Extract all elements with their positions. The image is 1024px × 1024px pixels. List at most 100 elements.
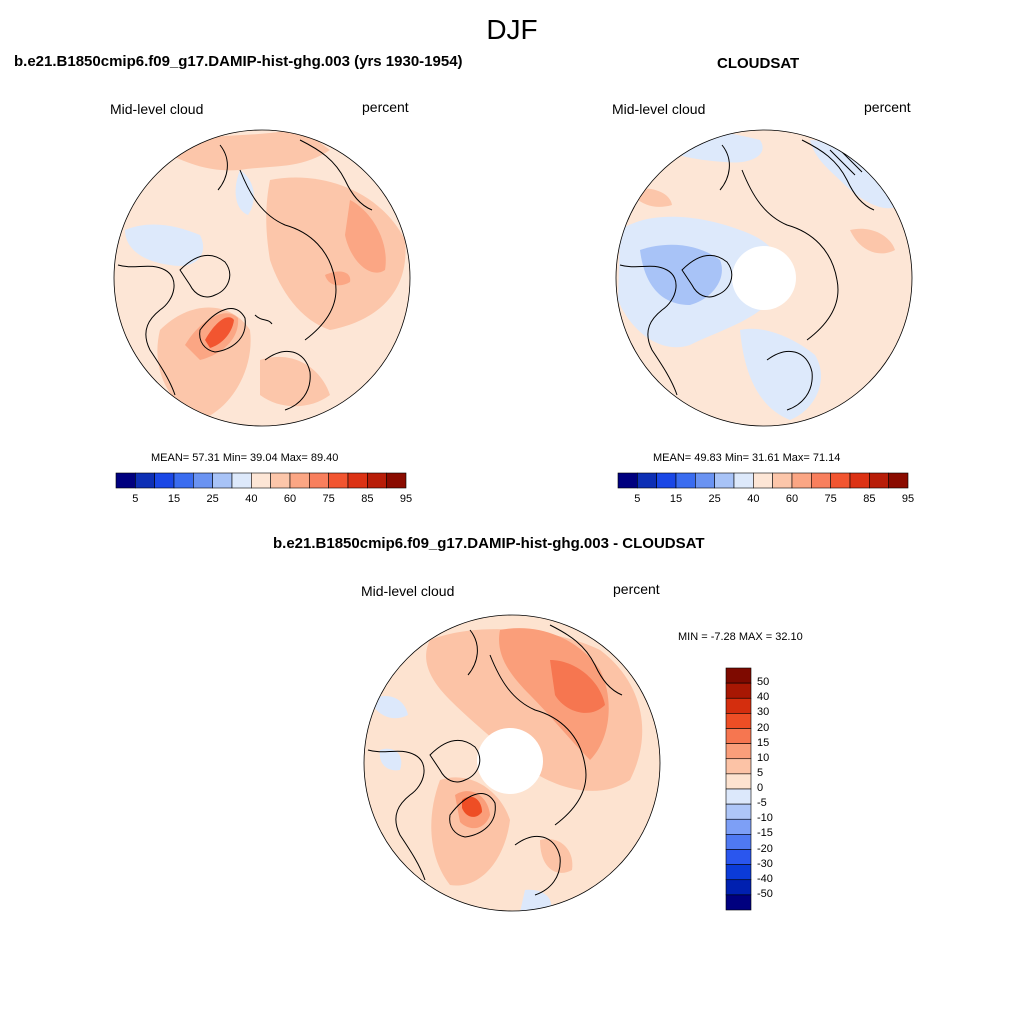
colorbar-tick-label: 20 bbox=[757, 721, 770, 734]
colorbar-swatch bbox=[725, 728, 752, 744]
colorbar-tick-label: 40 bbox=[747, 493, 760, 505]
colorbar-tick-label: 40 bbox=[757, 691, 770, 704]
colorbar-swatch bbox=[154, 472, 175, 489]
panel1-variable-label: Mid-level cloud bbox=[110, 101, 204, 117]
panel2-stats: MEAN= 49.83 Min= 31.61 Max= 71.14 bbox=[653, 452, 841, 464]
colorbar-swatch bbox=[173, 472, 194, 489]
colorbar-swatch bbox=[725, 879, 752, 896]
colorbar-tick-label: 85 bbox=[863, 493, 876, 505]
panel3-polar-gap bbox=[477, 728, 543, 794]
colorbar-swatch bbox=[309, 472, 329, 489]
colorbar-tick-label: 25 bbox=[206, 493, 219, 505]
colorbar-swatch bbox=[367, 472, 387, 489]
colorbar-swatch bbox=[714, 472, 735, 489]
colorbar-swatch bbox=[791, 472, 812, 489]
colorbar-swatch bbox=[811, 472, 831, 489]
colorbar-swatch bbox=[888, 472, 909, 489]
colorbar-swatch bbox=[135, 472, 155, 489]
panel1-title: b.e21.B1850cmip6.f09_g17.DAMIP-hist-ghg.… bbox=[14, 53, 463, 70]
colorbar-swatch bbox=[270, 472, 291, 489]
panel3-map-boundary bbox=[363, 614, 661, 912]
colorbar-tick-label: 60 bbox=[785, 493, 799, 505]
colorbar-tick-label: 75 bbox=[322, 493, 335, 505]
colorbar-tick-label: 5 bbox=[757, 766, 764, 779]
colorbar-swatch bbox=[347, 472, 368, 489]
panel3-coastlines bbox=[367, 624, 623, 896]
panel3-map bbox=[363, 614, 661, 912]
colorbar-tick-label: -40 bbox=[757, 872, 773, 885]
colorbar-swatch bbox=[725, 743, 752, 760]
colorbar-tick-label: 25 bbox=[708, 493, 721, 505]
colorbar-tick-label: 95 bbox=[901, 493, 915, 505]
colorbar-swatch bbox=[725, 758, 752, 775]
colorbar-swatch bbox=[251, 472, 271, 489]
colorbar-tick-label: 0 bbox=[757, 782, 764, 794]
panel2-units-label: percent bbox=[864, 99, 911, 115]
panel3-colorbar bbox=[725, 667, 752, 911]
panel1-coastlines bbox=[117, 139, 373, 411]
panel2-title: CLOUDSAT bbox=[717, 55, 800, 72]
panel1-stats: MEAN= 57.31 Min= 39.04 Max= 89.40 bbox=[151, 452, 339, 464]
panel1-map-boundary bbox=[113, 129, 411, 427]
colorbar-tick-label: 10 bbox=[757, 751, 770, 764]
panel3-min-max: MIN = -7.28 MAX = 32.10 bbox=[678, 631, 803, 643]
colorbar-swatch bbox=[725, 697, 752, 714]
colorbar-swatch bbox=[725, 818, 752, 835]
colorbar-swatch bbox=[695, 472, 715, 489]
colorbar-tick-label: 50 bbox=[757, 676, 770, 689]
colorbar-tick-label: -15 bbox=[757, 827, 773, 840]
colorbar-tick-label: -30 bbox=[757, 857, 773, 870]
colorbar-swatch bbox=[849, 472, 870, 489]
colorbar-tick-label: -50 bbox=[757, 887, 773, 900]
colorbar-swatch bbox=[656, 472, 677, 489]
panel2-variable-label: Mid-level cloud bbox=[612, 101, 706, 117]
colorbar-swatch bbox=[725, 788, 752, 805]
colorbar-swatch bbox=[231, 472, 252, 489]
colorbar-tick-label: 95 bbox=[399, 493, 413, 505]
panel1-map bbox=[113, 129, 411, 427]
colorbar-swatch bbox=[869, 472, 889, 489]
colorbar-swatch bbox=[725, 773, 752, 790]
panel1-units-label: percent bbox=[362, 99, 409, 115]
colorbar-swatch bbox=[725, 834, 752, 850]
colorbar-tick-label: 75 bbox=[824, 493, 837, 505]
panel2-polar-gap bbox=[732, 246, 796, 310]
colorbar-swatch bbox=[772, 472, 793, 489]
panel2-map-boundary bbox=[615, 129, 913, 427]
colorbar-tick-label: 15 bbox=[757, 736, 770, 749]
colorbar-swatch bbox=[725, 682, 752, 699]
colorbar-tick-label: 15 bbox=[669, 493, 683, 505]
colorbar-swatch bbox=[637, 472, 657, 489]
colorbar-tick-label: -10 bbox=[757, 812, 773, 825]
colorbar-swatch bbox=[289, 472, 310, 489]
colorbar-swatch bbox=[725, 667, 752, 684]
colorbar-swatch bbox=[725, 864, 752, 881]
colorbar-swatch bbox=[115, 472, 136, 489]
panel2-map bbox=[615, 129, 913, 427]
panel3-variable-label: Mid-level cloud bbox=[361, 583, 455, 599]
colorbar-tick-label: 40 bbox=[245, 493, 258, 505]
colorbar-tick-label: 15 bbox=[167, 493, 181, 505]
panel3-title: b.e21.B1850cmip6.f09_g17.DAMIP-hist-ghg.… bbox=[273, 535, 705, 552]
colorbar-swatch bbox=[675, 472, 696, 489]
colorbar-tick-label: -5 bbox=[757, 797, 767, 810]
colorbar-swatch bbox=[733, 472, 754, 489]
colorbar-tick-label: 60 bbox=[283, 493, 297, 505]
colorbar-tick-label: -20 bbox=[757, 842, 773, 855]
colorbar-tick-label: 5 bbox=[634, 493, 641, 505]
colorbar-tick-label: 5 bbox=[132, 493, 139, 505]
colorbar-swatch bbox=[753, 472, 773, 489]
panel2-colorbar bbox=[617, 472, 909, 489]
panel3-units-label: percent bbox=[613, 581, 660, 597]
colorbar-swatch bbox=[617, 472, 638, 489]
colorbar-swatch bbox=[328, 472, 349, 489]
panel1-colorbar bbox=[115, 472, 407, 489]
colorbar-swatch bbox=[193, 472, 213, 489]
colorbar-swatch bbox=[830, 472, 851, 489]
colorbar-swatch bbox=[386, 472, 407, 489]
colorbar-swatch bbox=[725, 803, 752, 820]
colorbar-tick-label: 85 bbox=[361, 493, 374, 505]
colorbar-tick-label: 30 bbox=[757, 706, 770, 719]
colorbar-swatch bbox=[725, 849, 752, 865]
